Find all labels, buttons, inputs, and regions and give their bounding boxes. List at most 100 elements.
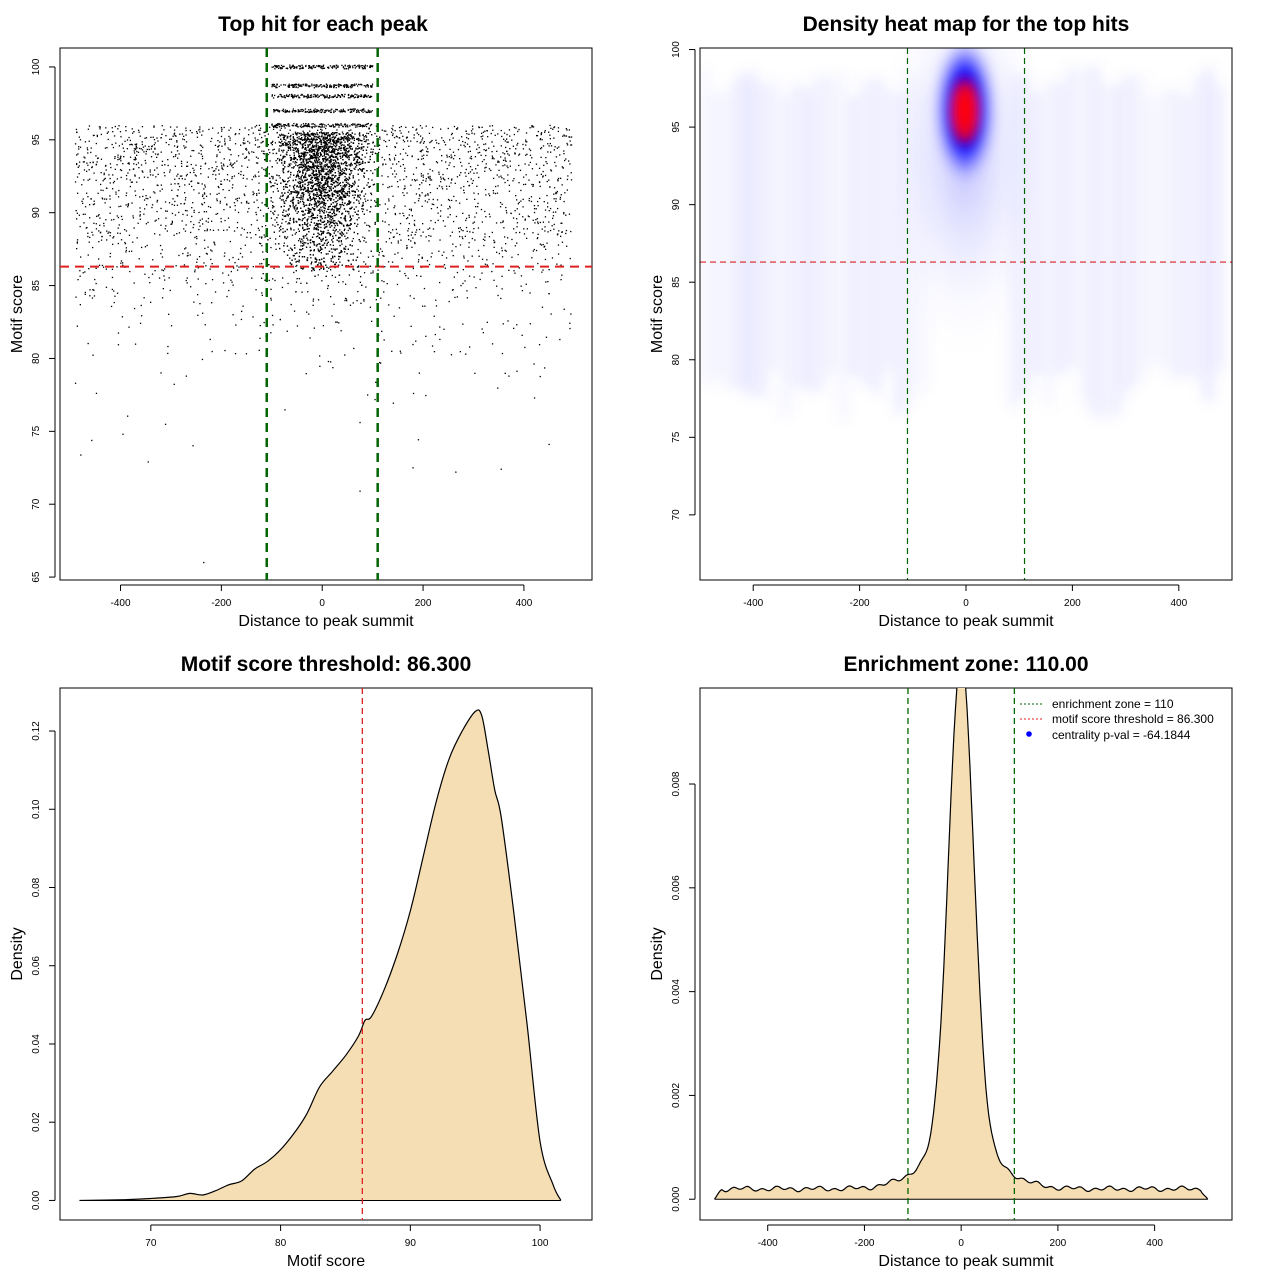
data-point [518,128,520,131]
data-point [438,142,440,145]
data-point [523,228,525,230]
data-point [258,192,260,194]
data-point [439,215,442,217]
data-point [183,139,186,141]
data-point [422,176,424,178]
data-point [399,270,401,272]
data-point [325,134,327,136]
data-point [76,131,78,133]
data-point [177,173,179,175]
data-point [500,156,502,158]
data-point [402,192,404,194]
data-point [398,126,401,129]
data-point [203,239,206,241]
data-point [256,199,258,201]
data-point [331,315,333,317]
data-point [304,153,306,156]
data-point [301,181,303,183]
data-point [304,137,306,139]
data-point [315,236,318,238]
data-point [97,192,99,194]
data-point [363,272,366,274]
data-point [444,225,446,227]
data-point [363,140,366,143]
data-point [293,186,295,189]
data-point [450,179,453,181]
data-point [76,325,78,327]
data-point [466,137,468,139]
data-point [352,137,354,139]
data-point [425,394,427,397]
data-point [358,200,360,202]
data-point [335,229,337,231]
data-point [135,194,137,197]
data-point [318,158,320,161]
data-point [451,250,453,252]
data-point [569,257,571,260]
data-point [137,222,139,224]
data-point [357,290,359,293]
data-point [122,147,124,149]
data-point [144,159,146,162]
data-point [318,269,321,271]
data-point [242,142,244,144]
data-point [285,135,287,137]
data-point [221,130,223,132]
data-point [111,288,113,291]
data-point [292,158,294,160]
data-point [541,228,543,230]
data-point [259,129,261,131]
data-point [153,160,155,163]
data-point [125,230,128,232]
data-point [240,247,242,250]
data-point [281,159,283,162]
data-point [340,152,342,154]
data-point [88,268,90,270]
data-point [120,260,123,262]
data-point [311,179,313,182]
data-point [88,140,90,142]
data-point [131,181,133,183]
data-point [229,139,231,141]
data-point [333,132,335,134]
data-point [451,289,454,291]
data-point [448,199,451,202]
data-point [89,161,91,164]
data-point [344,194,346,196]
data-point [154,192,156,194]
data-point [216,198,218,200]
data-point [226,204,228,206]
data-point [201,157,204,160]
data-point [336,162,338,164]
data-point [269,126,271,128]
data-point [115,191,117,193]
data-point [516,199,518,201]
data-point [231,177,233,180]
data-point [248,129,250,131]
data-point [292,196,294,199]
data-point [91,166,93,168]
data-point [246,149,248,151]
data-point [327,146,329,148]
data-point [282,179,284,181]
data-point [367,199,369,201]
data-point [260,243,262,245]
data-point [475,206,477,208]
data-point [423,154,425,156]
data-point [551,257,554,259]
data-point [138,131,140,133]
data-point [190,180,192,183]
data-point [502,159,505,161]
data-point [501,275,503,277]
data-point [537,233,539,235]
data-point [426,154,428,156]
data-point [164,201,167,203]
data-point [202,223,204,225]
data-point [239,128,241,131]
data-point [186,161,188,163]
data-point [353,162,356,165]
data-point [435,305,438,307]
data-point [549,138,551,140]
data-point [183,264,186,266]
data-point [287,143,290,146]
